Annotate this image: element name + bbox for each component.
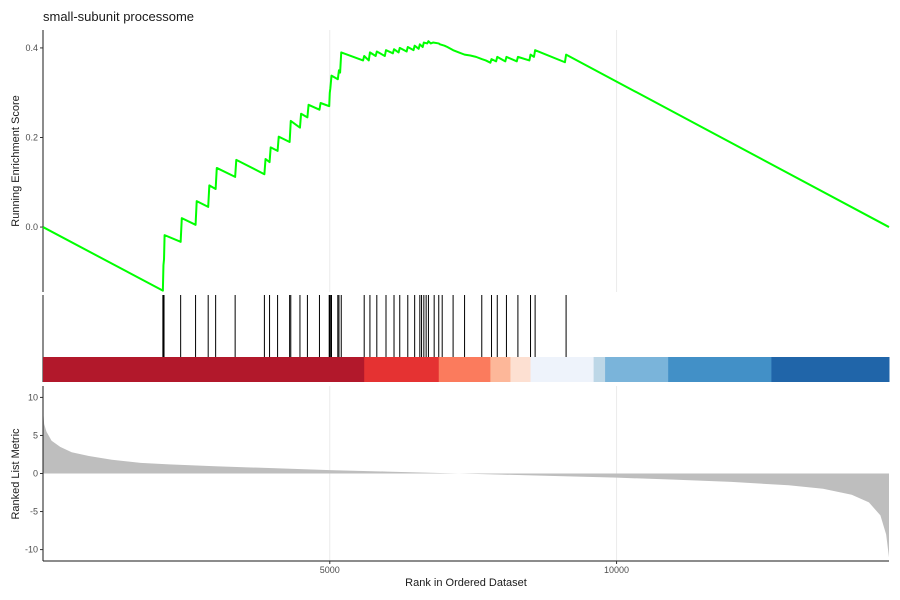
chart-title: small-subunit processome (43, 9, 194, 24)
x-tick-label: 10000 (604, 565, 629, 575)
enrichment-panel: 0.0 0.2 0.4 Running Enrichment Score (10, 30, 890, 292)
metric-y-tick-label: 5 (33, 430, 38, 440)
metric-y-label: Ranked List Metric (10, 428, 22, 520)
running-enrichment-score-line (42, 40, 890, 292)
enrichment-y-tick-label: 0.2 (25, 132, 38, 142)
color-bar-segment (771, 357, 890, 382)
rank-color-bar (43, 357, 890, 382)
metric-panel: 10 5 0 -5 -10 5000 10000 Ranked List Metric R… (10, 386, 889, 589)
enrichment-y-label: Running Enrichment Score (10, 95, 22, 226)
color-bar-segment (510, 357, 532, 382)
gene-hit-marks (162, 295, 567, 357)
metric-y-tick-label: 10 (28, 392, 38, 402)
color-bar-segment (593, 357, 606, 382)
x-tick-label: 5000 (320, 565, 340, 575)
metric-y-ticks: 10 5 0 -5 -10 (25, 392, 43, 555)
ranked-list-metric-area (43, 389, 889, 558)
metric-y-tick-label: -5 (30, 507, 38, 517)
enrichment-y-ticks: 0.0 0.2 0.4 (25, 43, 43, 232)
hits-panel (42, 295, 890, 382)
metric-x-ticks: 5000 10000 (320, 561, 629, 575)
color-bar-segment (490, 357, 511, 382)
x-axis-label: Rank in Ordered Dataset (405, 577, 527, 589)
enrichment-y-tick-label: 0.4 (25, 43, 38, 53)
color-bar-segment (668, 357, 772, 382)
metric-y-tick-label: 0 (33, 469, 38, 479)
color-bar-segment (364, 357, 440, 382)
color-bar-segment (530, 357, 595, 382)
color-bar-segment (438, 357, 491, 382)
color-bar-segment (605, 357, 669, 382)
enrichment-y-tick-label: 0.0 (25, 222, 38, 232)
color-bar-segment (43, 357, 365, 382)
enrichment-grid (329, 30, 618, 292)
metric-y-tick-label: -10 (25, 545, 38, 555)
